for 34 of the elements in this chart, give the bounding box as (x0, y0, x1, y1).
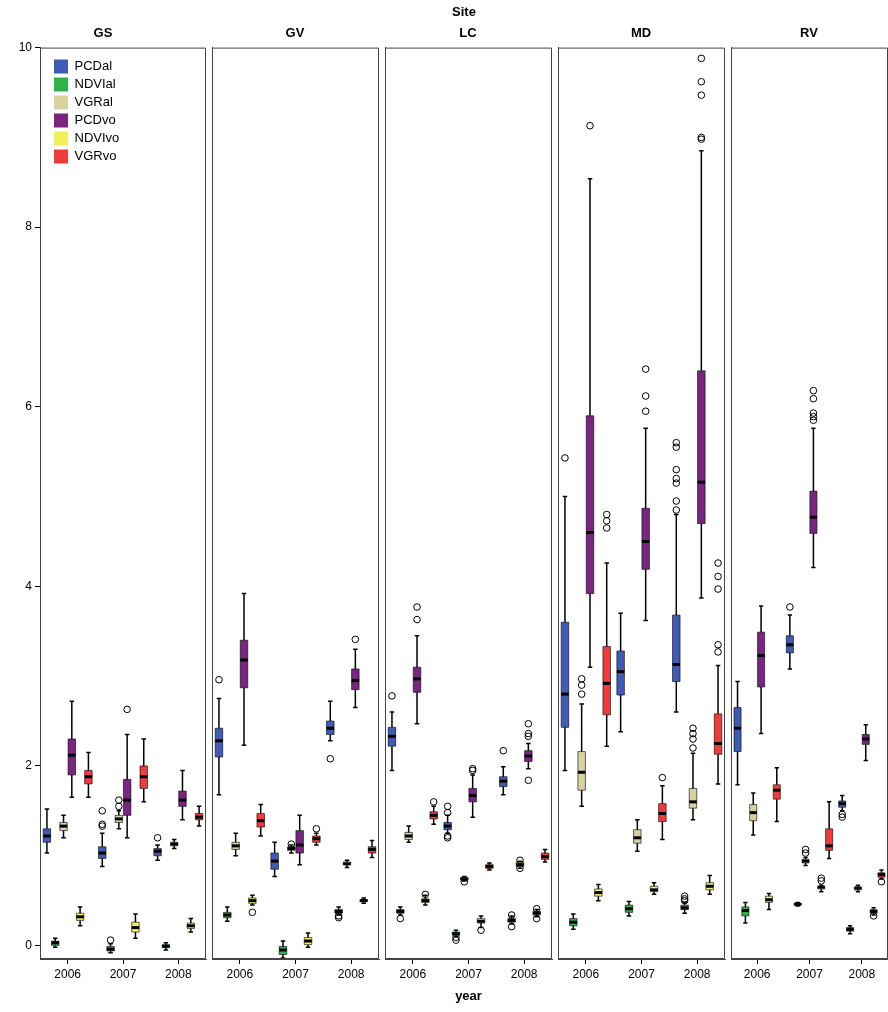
chart-title: MD (630, 25, 652, 41)
x-tick-label: 2008 (510, 966, 538, 981)
x-tick-label: 2007 (455, 966, 483, 981)
x-tick-label: 2007 (109, 966, 137, 981)
legend-label: NDVIvo (74, 130, 120, 146)
legend-label: PCDvo (74, 112, 116, 128)
x-tick-label: 2008 (683, 966, 711, 981)
y-tick-label: 4 (25, 578, 33, 593)
chart-title: GS (93, 25, 113, 41)
x-tick-label: 2006 (399, 966, 427, 981)
y-tick-label: 8 (25, 219, 33, 234)
y-tick-label: 10 (18, 39, 33, 54)
x-tick-label: 2008 (848, 966, 876, 981)
y-tick-label: 0 (25, 937, 33, 952)
x-tick-label: 2006 (743, 966, 771, 981)
legend-label: NDVIal (74, 76, 116, 92)
legend-label: VGRvo (74, 148, 117, 164)
x-tick-label: 2007 (796, 966, 824, 981)
text: Site (451, 4, 477, 19)
x-tick-label: 2006 (226, 966, 254, 981)
x-tick-label: 2007 (282, 966, 310, 981)
legend-label: VGRal (74, 94, 113, 110)
x-tick-label: 2006 (54, 966, 82, 981)
y-tick-label: 2 (25, 758, 33, 773)
chart-title: LC (459, 25, 478, 41)
x-axis-title: year (455, 987, 482, 1003)
x-tick-label: 2008 (164, 966, 192, 981)
x-tick-label: 2008 (337, 966, 365, 981)
y-tick-label: 6 (25, 399, 33, 414)
chart-title: RV (800, 25, 819, 41)
legend-label: PCDal (74, 58, 113, 74)
x-tick-label: 2006 (572, 966, 600, 981)
x-tick-label: 2007 (628, 966, 656, 981)
chart-title: GV (285, 25, 305, 41)
